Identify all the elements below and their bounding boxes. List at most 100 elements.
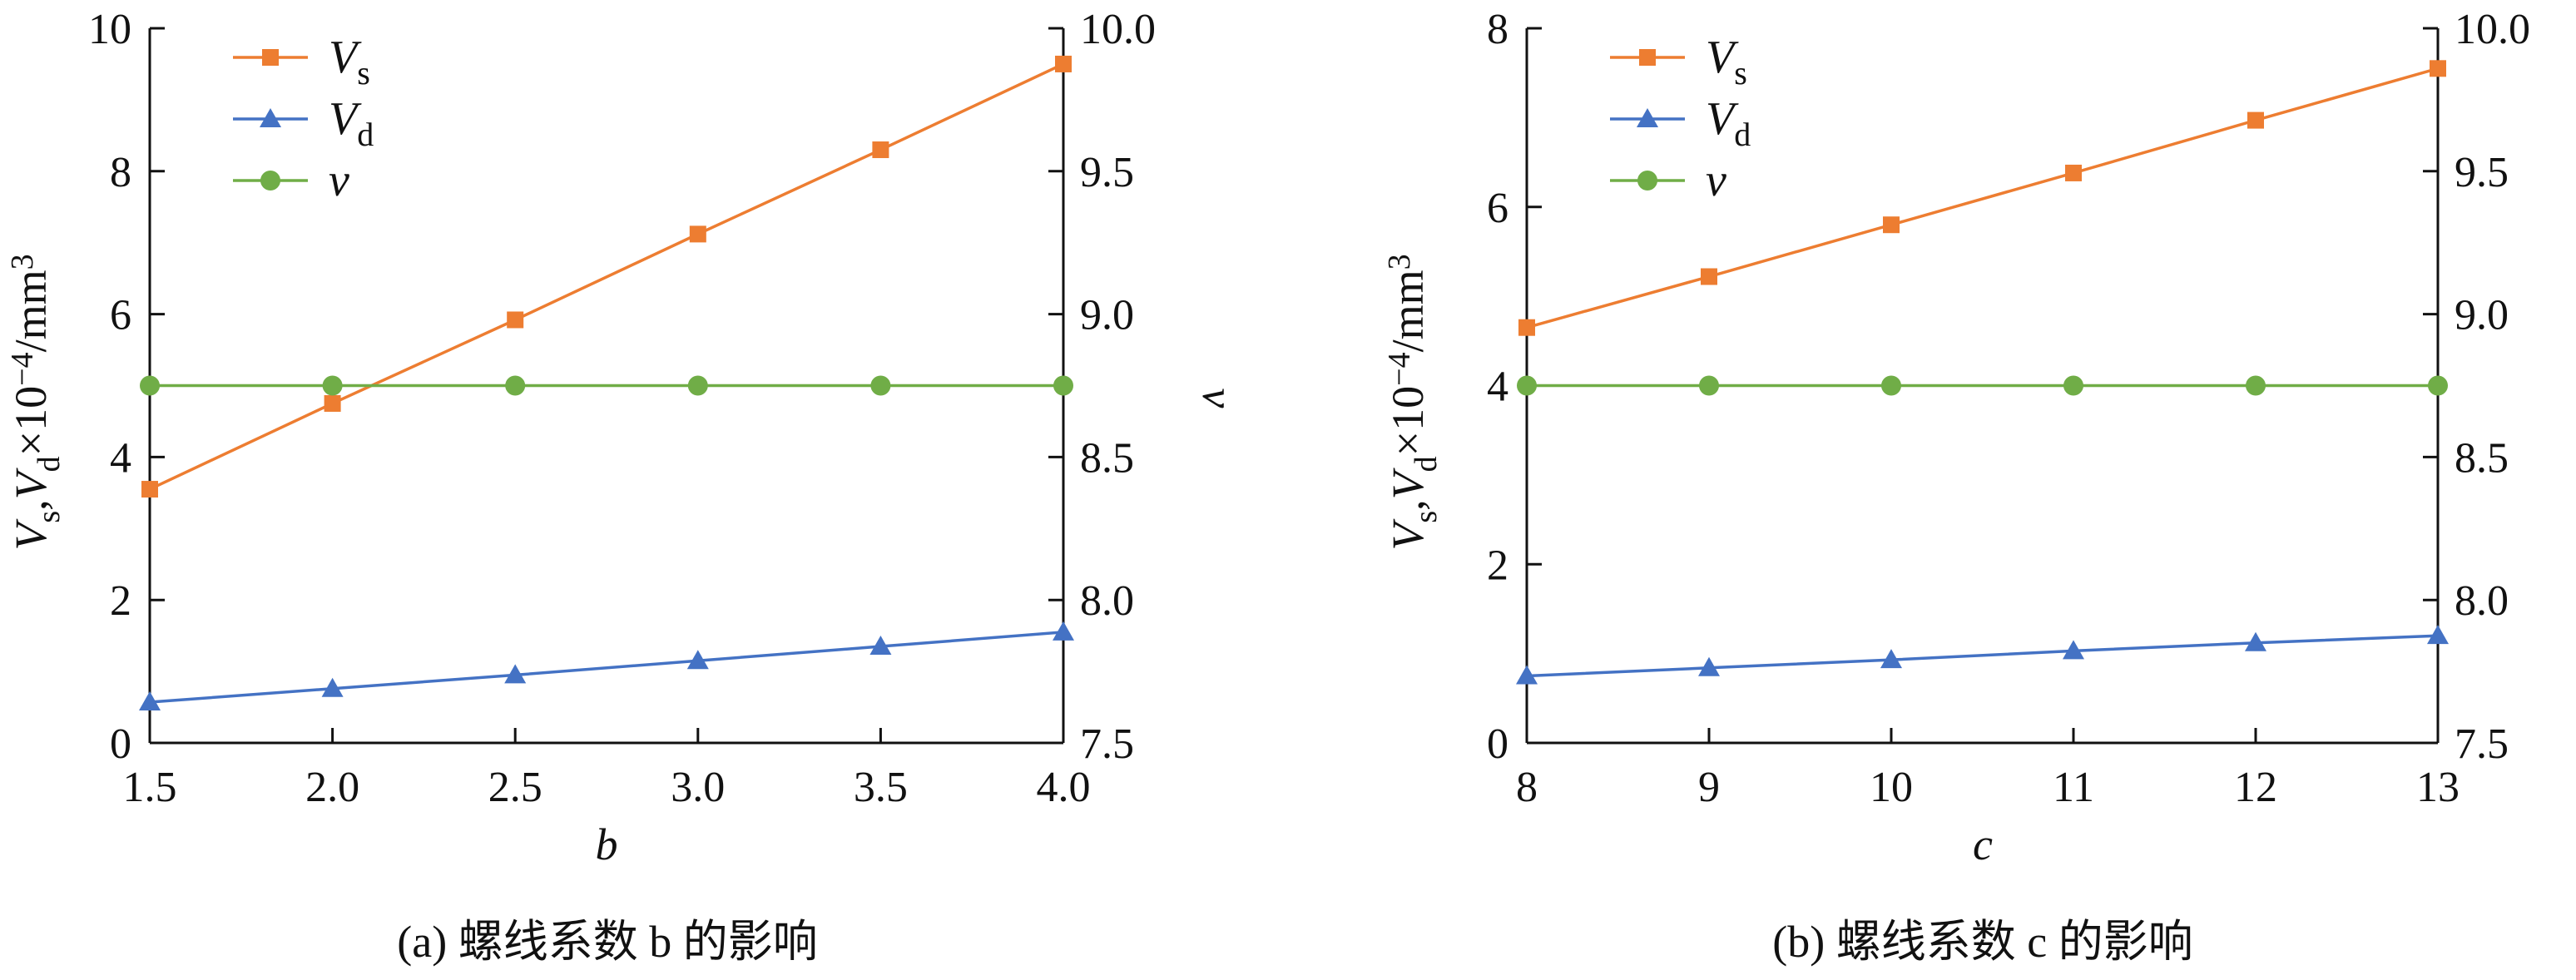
y-tick-label: 4 [1487,364,1508,411]
legend-entry-subscript: d [357,116,374,153]
x-axis-title: c [1973,819,1993,869]
legend-entry: Vs [1706,32,1747,92]
y-axis-title-part: , [6,499,56,511]
legend-entry-subscript: s [357,54,370,92]
legend-marker [262,49,279,66]
y-tick-label: 4 [110,434,131,482]
x-tick-label: 8 [1516,764,1538,811]
data-point-triangle [2427,625,2449,645]
x-tick-label: 10 [1870,764,1913,811]
legend-marker [260,171,280,191]
legend-marker [1637,108,1658,127]
y-tick-label: 8 [1487,6,1508,53]
x-tick-label: 12 [2234,764,2277,811]
legend-entry-main: V [1706,32,1739,83]
y-tick-label: 6 [110,292,131,339]
y2-axis-title: ν [2568,389,2576,408]
y2-tick-label: 8.5 [1080,434,1134,482]
legend-entry: ν [1706,155,1726,206]
series-line-triangle [149,631,1064,704]
data-point-square [872,141,889,159]
data-point-triangle [1516,665,1538,685]
panel-caption: (b) 螺线系数 c 的影响 [1772,917,2192,967]
data-point-square [324,394,341,412]
y2-tick-label: 9.0 [2455,292,2509,339]
legend-entry-main: ν [329,155,349,206]
data-point-circle [1699,375,1719,396]
data-point-triangle [2063,640,2084,660]
data-point-circle [687,375,708,396]
x-axis-title: b [596,819,618,869]
y-axis-title-part: /mm [6,270,56,352]
series-line-square [1526,67,2439,329]
y-axis-title-part: s [32,511,67,523]
data-point-triangle [686,650,709,670]
legend-entry-main: V [329,93,362,145]
legend-entry-main: ν [1706,155,1726,206]
y-axis-title-part: , [1383,499,1433,511]
data-point-triangle [1053,621,1074,641]
y-tick-label: 6 [1487,185,1508,232]
y-axis-title-part: −4 [1382,352,1417,385]
y-axis-title-part: V [1383,467,1433,499]
x-tick-label: 13 [2416,764,2460,811]
legend-entry: Vd [329,93,374,153]
data-point-square [689,225,706,243]
data-point-circle [1881,375,1901,396]
data-point-circle [2246,375,2266,396]
data-point-square [2247,111,2264,129]
y2-tick-label: 9.5 [1080,149,1134,196]
data-point-square [141,481,158,498]
y-axis-title: Vs,Vd×10−4/mm3 [1382,254,1444,550]
data-point-square [1701,268,1717,285]
legend-entry-subscript: d [1734,116,1751,153]
legend-marker [260,108,281,127]
data-point-circle [1053,375,1073,396]
y2-tick-label: 8.5 [2455,434,2509,482]
y-tick-label: 0 [1487,720,1508,768]
data-point-circle [2428,375,2448,396]
data-point-triangle [1880,649,1902,669]
y-axis-title-part: d [32,456,67,472]
y-tick-label: 0 [110,720,131,768]
data-point-triangle [321,677,344,697]
y2-tick-label: 8.0 [2455,577,2509,625]
y2-tick-label: 10.0 [1080,6,1156,53]
legend-marker [1639,49,1656,66]
data-point-square [507,311,524,329]
data-point-circle [2063,375,2083,396]
y-axis-title-part: 3 [5,254,40,270]
data-point-circle [505,375,526,396]
y-axis-title-part: ×10 [6,386,56,456]
y-axis-title: Vs,Vd×10−4/mm3 [5,254,67,550]
legend-entry: Vs [329,32,370,92]
x-tick-label: 3.5 [854,764,908,811]
legend-entry: ν [329,155,349,206]
data-point-circle [870,375,891,396]
legend-entry-subscript: s [1734,54,1747,92]
data-point-square [1518,319,1535,336]
y-axis-title-part: /mm [1383,270,1433,352]
data-point-square [2065,164,2082,181]
y2-axis-title: ν [1193,389,1243,408]
data-point-triangle [504,664,527,684]
y-tick-label: 8 [110,149,131,196]
y-axis-title-part: s [1409,511,1444,523]
panel-caption: (a) 螺线系数 b 的影响 [397,917,817,967]
y-axis-title-part: ×10 [1383,386,1433,456]
data-point-circle [140,375,160,396]
legend-entry-main: V [1706,93,1739,145]
y-axis-title-part: d [1409,456,1444,472]
y-tick-label: 2 [1487,542,1508,589]
y-axis-title-part: 3 [1382,254,1417,270]
data-point-circle [1517,375,1537,396]
x-tick-label: 3.0 [671,764,725,811]
data-point-triangle [869,636,892,656]
x-tick-label: 2.0 [305,764,359,811]
series-line-triangle [1526,634,2439,678]
data-point-square [1055,55,1072,72]
series-line-square [149,62,1064,491]
x-tick-label: 2.5 [488,764,542,811]
